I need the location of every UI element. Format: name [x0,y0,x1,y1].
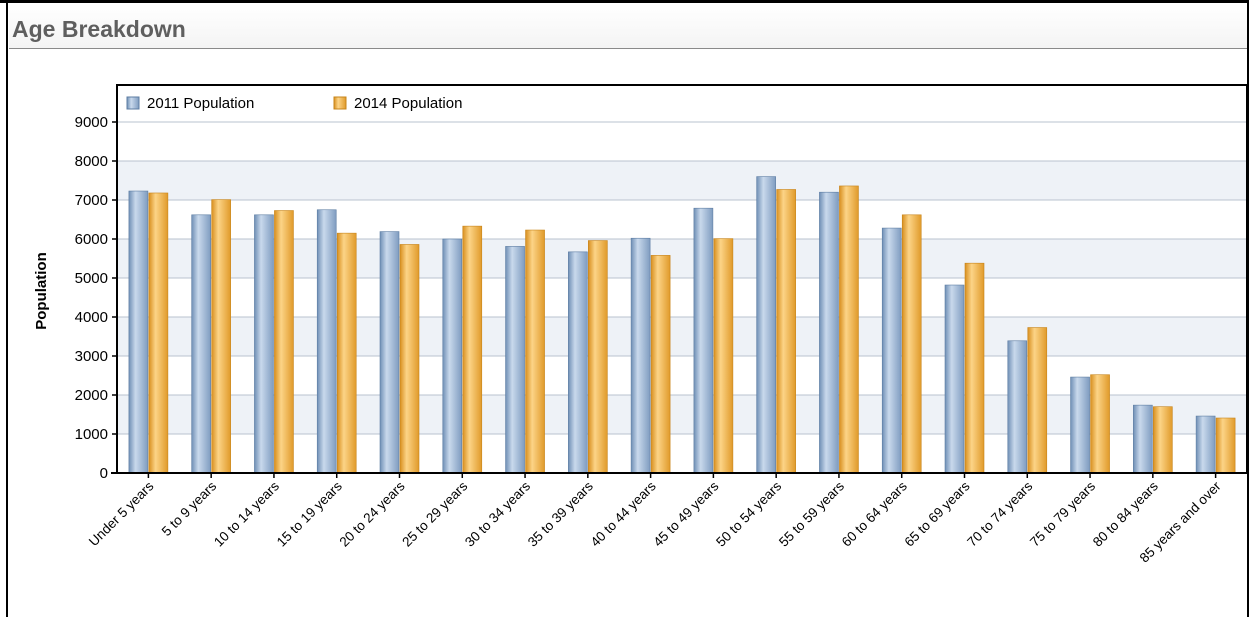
y-tick-label: 2000 [75,387,108,404]
bar-2014 [1153,406,1173,474]
x-tick-label: 20 to 24 years [337,478,408,549]
x-tick-label: 70 to 74 years [964,478,1035,549]
bar-2011 [1007,340,1028,474]
bar-2011 [630,237,651,474]
bar-2011 [379,231,400,474]
bar-2011 [442,238,463,474]
page-title: Age Breakdown [12,16,186,42]
bar-2011 [316,209,337,474]
x-tick-label: 40 to 44 years [588,478,659,549]
bar-2011 [881,227,902,474]
grid-band [117,395,1247,434]
bar-2014 [713,238,734,474]
x-tick-label: 45 to 49 years [650,478,721,549]
bar-2014 [1215,417,1236,474]
y-tick-label: 7000 [75,192,108,209]
legend-label-2011: 2011 Population [147,95,254,112]
bar-2014 [148,192,169,474]
x-tick-label: 35 to 39 years [525,478,596,549]
grid-band [117,239,1247,278]
bar-2011 [1133,404,1153,474]
bar-2014 [1090,374,1110,474]
bar-2011 [128,190,149,474]
x-tick-label: 15 to 19 years [274,478,345,549]
bar-2014 [336,232,357,474]
legend-label-2014: 2014 Population [354,95,462,112]
bar-2011 [819,191,839,474]
y-tick-label: 6000 [75,231,108,248]
x-tick-label: 60 to 64 years [839,478,910,549]
bar-2011 [505,246,525,474]
x-tick-label: 55 to 59 years [776,478,847,549]
y-tick-label: 9000 [75,114,108,131]
bar-2011 [756,176,776,474]
bar-2011 [944,284,965,474]
bar-2014 [525,229,545,474]
y-tick-label: 4000 [75,309,108,326]
y-axis-label: Population [33,252,50,330]
x-tick-label: 25 to 29 years [399,478,470,549]
bar-2014 [462,225,483,474]
bar-2011 [1195,415,1216,474]
bar-2014 [901,214,922,474]
bar-2011 [1070,376,1090,474]
legend-swatch-2014 [333,96,347,110]
bar-2014 [650,255,671,474]
bar-2014 [776,189,796,474]
y-tick-label: 5000 [75,270,108,287]
bar-2014 [211,199,231,474]
x-tick-label: 75 to 79 years [1027,478,1098,549]
x-tick-label: 50 to 54 years [713,478,784,549]
bar-2014 [588,240,608,474]
y-tick-label: 1000 [75,426,108,443]
grid-band [117,317,1247,356]
x-tick-label: 30 to 34 years [462,478,533,549]
bar-2011 [254,214,274,474]
y-tick-label: 3000 [75,348,108,365]
x-tick-label: 65 to 69 years [902,478,973,549]
grid-band [117,161,1247,200]
bar-2014 [1027,327,1048,474]
y-tick-label: 0 [100,465,108,482]
bar-2014 [399,244,420,474]
x-tick-label: 5 to 9 years [159,478,220,539]
bar-2011 [191,214,211,474]
x-tick-label: 80 to 84 years [1090,478,1161,549]
x-tick-label: 10 to 14 years [211,478,282,549]
bar-2011 [568,251,588,474]
bar-2014 [839,185,859,474]
bar-2011 [693,207,714,474]
top-rule [0,0,1249,3]
panel-left-border [6,3,8,617]
y-tick-label: 8000 [75,153,108,170]
legend-swatch-2011 [126,96,140,110]
panel-header: Age Breakdown [9,4,1247,49]
bar-2014 [274,210,294,474]
bar-2014 [964,262,985,474]
x-tick-label: Under 5 years [86,478,157,549]
